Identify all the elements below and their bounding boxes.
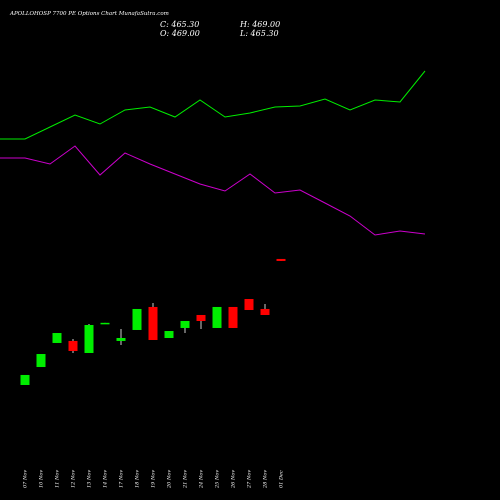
x-tick-label: 10 Nov (39, 470, 45, 488)
x-tick-label: 12 Nov (71, 470, 77, 488)
x-tick-label: 19 Nov (151, 470, 157, 488)
close-info: C: 465.30 (160, 20, 199, 29)
candle-body (68, 340, 78, 351)
x-tick-label: 20 Nov (167, 470, 173, 489)
x-tick-label: 07 Nov (23, 470, 29, 488)
candle-body (276, 258, 286, 261)
indicator-line (0, 145, 426, 236)
candle-body (52, 333, 62, 343)
x-tick-label: 13 Nov (87, 470, 93, 488)
candle-body (148, 306, 158, 340)
x-tick-label: 17 Nov (119, 470, 125, 488)
candle-body (196, 314, 206, 321)
x-tick-label: 26 Nov (231, 470, 237, 489)
indicator-line (0, 70, 426, 140)
candle-body (164, 331, 174, 338)
x-tick-label: 14 Nov (103, 470, 109, 488)
x-tick-label: 25 Nov (215, 470, 221, 489)
x-tick-label: 24 Nov (199, 470, 205, 489)
candle-body (100, 322, 110, 325)
high-info: H: 469.00 (239, 20, 280, 29)
candle-body (212, 306, 222, 328)
x-tick-label: 18 Nov (135, 470, 141, 488)
candle-body (132, 308, 142, 330)
x-tick-label: 27 Nov (247, 470, 253, 489)
candle-body (228, 306, 238, 328)
chart-title: APOLLOHOSP 7700 PE Options Chart MunafaS… (9, 11, 169, 17)
candle-body (180, 320, 190, 328)
candle-body (260, 308, 270, 315)
low-info: L: 465.30 (239, 29, 279, 38)
open-info: O: 469.00 (160, 29, 200, 38)
candle-body (116, 337, 126, 341)
candle-body (36, 354, 46, 368)
x-tick-label: 28 Nov (263, 470, 269, 489)
x-tick-label: 11 Nov (55, 470, 61, 488)
candle-body (84, 325, 94, 353)
candle-body (20, 374, 30, 385)
x-tick-label: 01 Dec (279, 470, 285, 488)
x-tick-label: 21 Nov (183, 470, 189, 489)
candle-body (244, 299, 254, 311)
